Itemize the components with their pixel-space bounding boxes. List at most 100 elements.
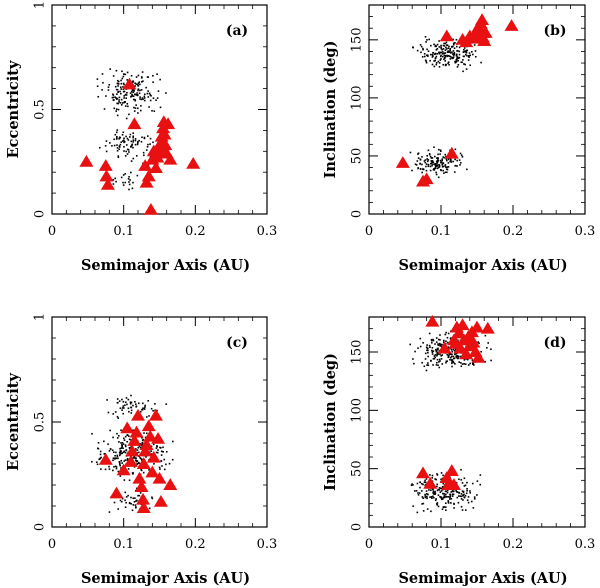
data-dot [429, 165, 432, 168]
data-dot [427, 165, 430, 168]
data-dot [155, 99, 157, 101]
data-dot [422, 47, 424, 50]
data-dot [115, 451, 117, 454]
data-dot [137, 494, 139, 497]
data-dot [480, 350, 482, 353]
data-dot [116, 135, 118, 138]
data-dot [128, 438, 131, 441]
data-dot [126, 102, 129, 105]
x-tick-label: 0.3 [257, 537, 278, 552]
data-dot [109, 68, 112, 70]
data-dot [424, 479, 426, 482]
data-dot [424, 59, 427, 62]
data-dot [443, 495, 446, 497]
data-dot [454, 363, 456, 365]
data-dot [462, 70, 464, 73]
data-dot [431, 351, 434, 354]
data-dot [124, 404, 126, 407]
data-dot [135, 448, 137, 450]
data-dot [105, 95, 107, 97]
data-dot [137, 89, 139, 92]
data-dot [458, 46, 461, 49]
data-dot [443, 493, 446, 495]
data-dot [441, 485, 444, 488]
data-dot [409, 151, 412, 154]
x-tick-label: 0.2 [503, 224, 524, 239]
data-dot [452, 57, 454, 60]
data-dot [431, 164, 433, 167]
data-dot [439, 59, 442, 61]
data-dot [437, 361, 440, 363]
data-dot [438, 52, 441, 55]
data-dot [99, 453, 102, 456]
data-dot [425, 165, 427, 168]
data-dot [434, 167, 436, 170]
data-dot [125, 501, 127, 504]
data-dot [442, 169, 444, 172]
data-dot [435, 364, 438, 366]
data-dot [119, 453, 121, 455]
data-dot [461, 156, 464, 158]
data-dot [447, 61, 450, 63]
data-dot [474, 50, 477, 52]
data-dot [133, 466, 136, 468]
data-dot [455, 352, 458, 355]
data-dot [134, 99, 137, 102]
data-dot [471, 482, 474, 485]
data-dot [446, 51, 449, 53]
data-dot [449, 160, 451, 163]
data-dot [116, 455, 119, 458]
triangle-marker [416, 466, 430, 479]
data-dot [463, 359, 466, 361]
data-dot [124, 172, 127, 175]
data-dot [128, 151, 130, 153]
data-dot [426, 349, 428, 352]
data-dot [108, 83, 111, 86]
data-dot [460, 493, 463, 495]
data-dot [419, 44, 422, 46]
data-dot [144, 404, 146, 407]
data-dot [457, 357, 460, 359]
data-dot [434, 52, 437, 55]
data-dot [421, 503, 423, 505]
data-dot [463, 493, 465, 496]
data-dot [159, 106, 162, 109]
data-dot [412, 505, 414, 507]
data-dot [425, 163, 428, 165]
data-dot [440, 161, 443, 163]
data-dot [118, 136, 121, 139]
data-dot [425, 61, 428, 64]
data-dot [458, 478, 460, 481]
data-dot [438, 148, 440, 151]
y-tick-label: 0 [349, 210, 364, 218]
data-dot [431, 474, 434, 477]
data-dot [432, 339, 435, 342]
data-dot [450, 45, 453, 48]
data-dot [458, 159, 461, 161]
panel-label: (b) [543, 23, 566, 39]
data-dot [165, 463, 167, 466]
data-dot [112, 451, 115, 454]
data-dot [449, 498, 451, 500]
data-dot [422, 168, 424, 171]
data-dot [142, 151, 145, 154]
data-dot [134, 504, 137, 506]
data-dot [160, 460, 162, 462]
data-dot [112, 413, 115, 415]
data-dot [137, 82, 140, 85]
data-dot [160, 447, 162, 449]
triangle-marker [146, 450, 161, 463]
data-dot [124, 73, 127, 76]
data-dot [417, 152, 420, 155]
data-dot [449, 158, 452, 160]
data-dot [137, 94, 139, 96]
data-dot [443, 45, 446, 47]
data-dot [431, 488, 434, 490]
data-dot [452, 42, 455, 45]
data-dot [412, 358, 414, 360]
data-dot [428, 153, 431, 155]
data-dot [107, 411, 110, 414]
data-dot [132, 80, 134, 83]
data-dot [123, 460, 126, 462]
triangle-marker [141, 169, 156, 182]
